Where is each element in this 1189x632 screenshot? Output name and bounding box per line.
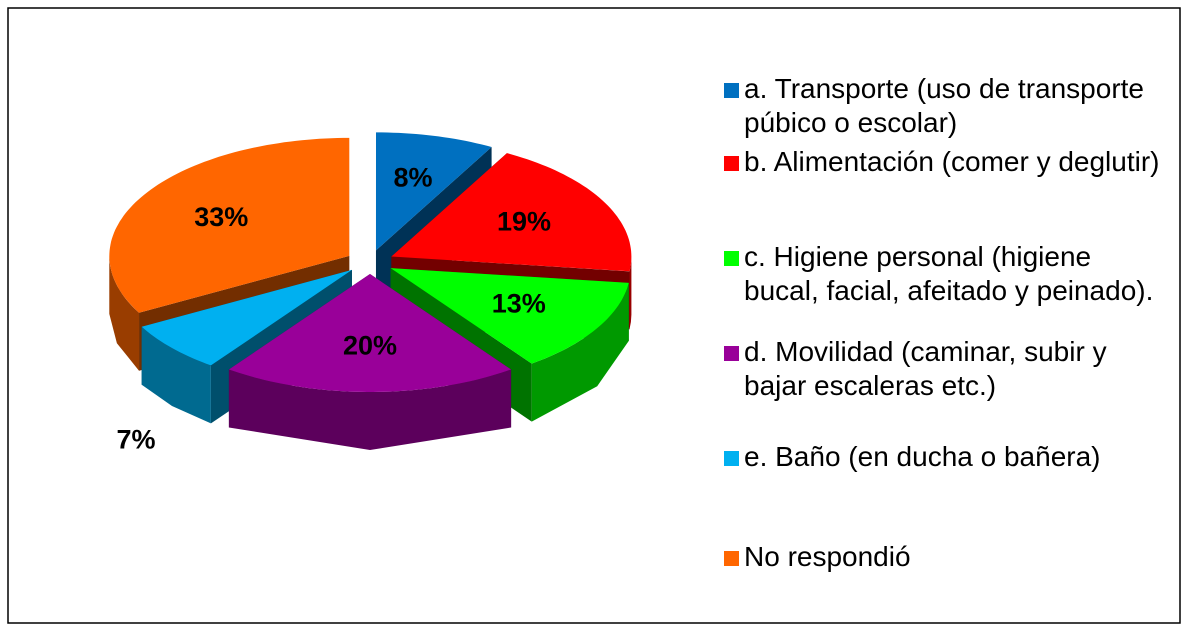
legend-swatch [724,451,739,466]
slice-side [109,255,139,371]
data-label: 7% [116,425,155,455]
slice [375,132,492,251]
data-label: 33% [194,202,248,232]
slice-side [531,282,629,422]
legend-swatch [724,346,739,361]
legend-swatch [724,251,739,266]
legend-label: e. Baño (en ducha o bañera) [744,441,1101,472]
legend-label: No respondió [744,541,911,572]
legend-item: No respondió [722,540,1162,574]
data-label: 19% [497,206,551,236]
legend-label: b. Alimentación (comer y deglutir) [744,146,1160,177]
slice-side [228,369,512,450]
legend-label: c. Higiene personal (higiene bucal, faci… [744,241,1154,306]
legend-item: d. Movilidad (caminar, subir y bajar esc… [722,335,1162,403]
slice [390,268,629,364]
legend-swatch [724,156,739,171]
legend-swatch [724,83,739,98]
slice [141,269,352,366]
slice-side [629,256,632,330]
legend-swatch [724,551,739,566]
legend-item: b. Alimentación (comer y deglutir) [722,145,1162,179]
legend-item: c. Higiene personal (higiene bucal, faci… [722,240,1162,308]
legend-item: e. Baño (en ducha o bañera) [722,440,1162,474]
slice [228,274,512,450]
data-label: 20% [343,330,397,360]
legend-label: a. Transporte (uso de transporte púbico … [744,73,1144,138]
slice [109,137,350,313]
legend-item: a. Transporte (uso de transporte púbico … [722,72,1162,140]
slice [391,153,632,272]
slice-side [141,326,211,424]
data-label: 8% [393,163,432,193]
legend-label: d. Movilidad (caminar, subir y bajar esc… [744,336,1107,401]
data-label: 13% [492,288,546,318]
slice [228,274,512,392]
